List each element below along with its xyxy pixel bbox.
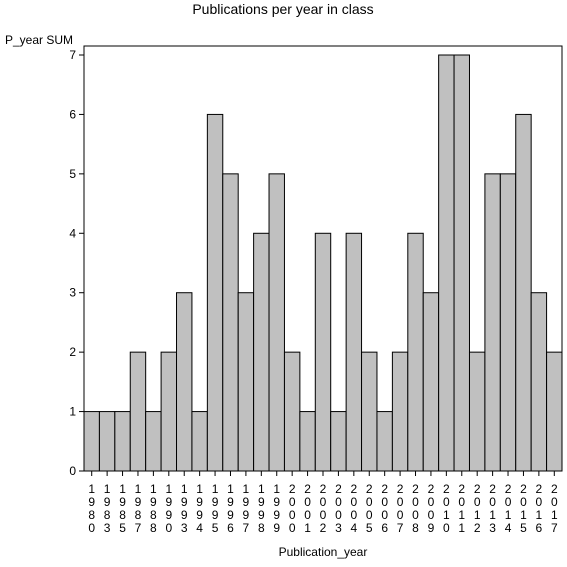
y-axis-label: P_year SUM (5, 33, 73, 47)
bar (361, 351, 378, 472)
y-tick-label: 6 (69, 107, 76, 121)
bar (268, 173, 285, 472)
bar (129, 351, 147, 472)
bar (499, 173, 517, 472)
bar (391, 351, 409, 472)
bar (83, 411, 100, 472)
y-axis-ticks: 0 1 2 3 4 5 6 7 (69, 48, 84, 478)
bar (283, 351, 301, 472)
bar (438, 54, 455, 472)
bar (253, 232, 270, 472)
bar (407, 232, 424, 472)
bar (98, 411, 116, 472)
bar (515, 113, 532, 472)
bar (422, 292, 440, 472)
y-tick-label: 2 (69, 345, 76, 359)
y-tick-label: 0 (69, 464, 76, 478)
y-tick-label: 3 (69, 286, 76, 300)
y-tick-label: 7 (69, 48, 76, 62)
bar (345, 232, 363, 472)
bar (206, 113, 224, 472)
bar (468, 351, 486, 472)
x-axis-ticks: 1 9 8 0 1 9 8 3 1 9 8 5 1 9 8 7 1 9 8 8 1 9 9 0 1 9 9 3 1 9 9 4 1 9 9 5 1 9 9 6… (88, 471, 558, 535)
bar (222, 173, 239, 472)
bar (330, 411, 347, 472)
bar (453, 54, 470, 472)
x-axis-label: Publication_year (279, 545, 368, 559)
plot-frame (83, 45, 563, 472)
bar (160, 351, 178, 472)
chart-title: Publications per year in class (192, 1, 373, 17)
bar (237, 292, 255, 472)
bar (376, 411, 393, 472)
bar (299, 411, 316, 472)
bar (145, 411, 162, 472)
bar (191, 411, 208, 472)
y-tick-label: 1 (69, 405, 76, 419)
bar (530, 292, 548, 472)
y-tick-label: 4 (69, 226, 76, 240)
bars (83, 54, 563, 472)
bar (314, 232, 332, 472)
bar (176, 292, 193, 472)
bar (484, 173, 501, 472)
bar (114, 411, 131, 472)
bar (546, 351, 563, 472)
y-tick-label: 5 (69, 167, 76, 181)
